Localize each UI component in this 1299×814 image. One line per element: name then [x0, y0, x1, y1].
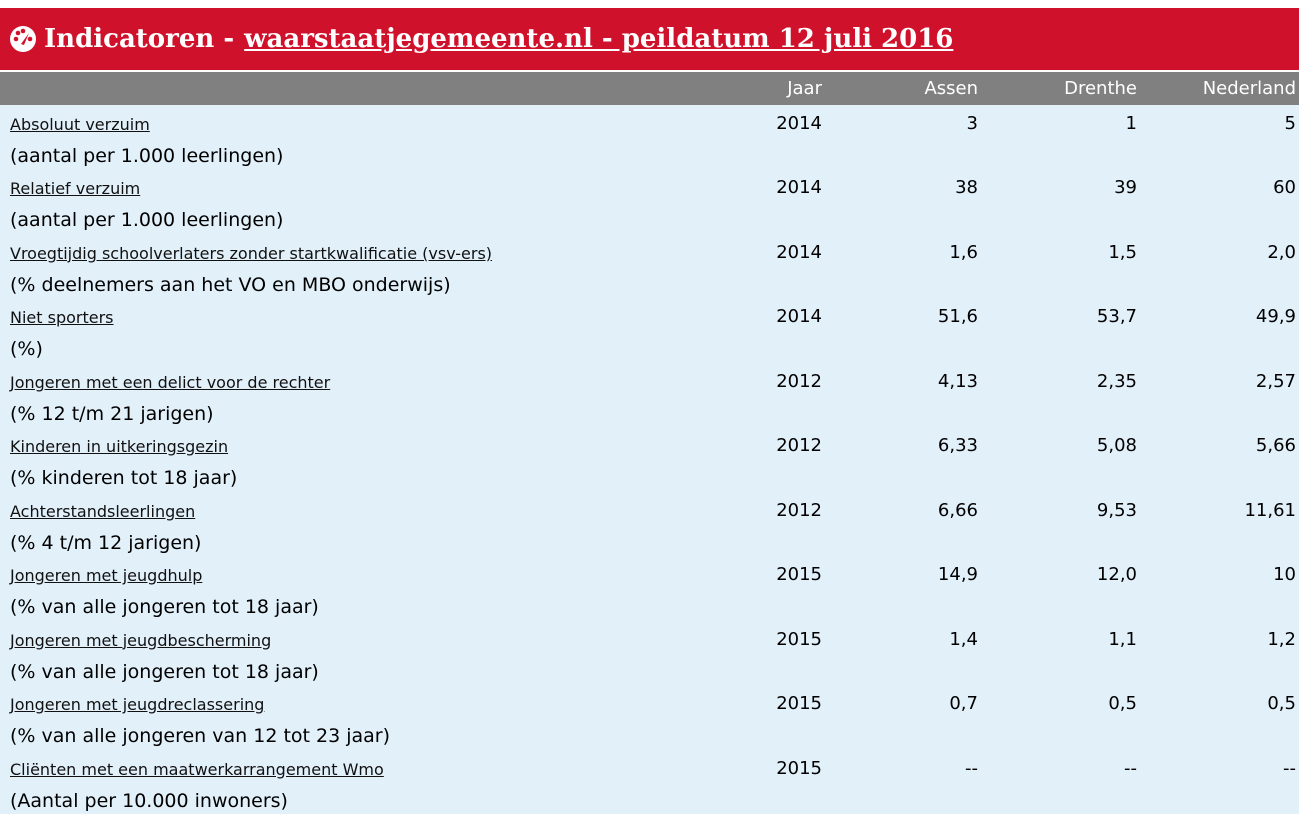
cell-value: 1,5	[1108, 241, 1137, 263]
column-header: Jaar Assen Drenthe Nederland	[0, 72, 1299, 105]
indicator-unit: (aantal per 1.000 leerlingen)	[10, 145, 284, 167]
indicator-link[interactable]: Absoluut verzuim	[10, 115, 150, 134]
indicator-unit: (%)	[10, 338, 43, 361]
cell-value: 0,7	[949, 693, 978, 715]
indicator-unit: (Aantal per 10.000 inwoners)	[10, 789, 288, 812]
cell-value: --	[1283, 757, 1296, 779]
cell-value: 2012	[776, 435, 822, 457]
cell-value: 1,1	[1108, 628, 1137, 650]
cell-value: 51,6	[937, 306, 978, 328]
cell-value: --	[965, 757, 978, 779]
cell-value: 38	[955, 177, 978, 199]
indicator-unit: (% 4 t/m 12 jarigen)	[10, 531, 202, 554]
header-bar: Indicatoren - waarstaatjegemeente.nl - p…	[0, 8, 1299, 70]
cell-value: 6,33	[937, 435, 978, 457]
cell-value: 5,66	[1255, 435, 1296, 457]
indicator-link[interactable]: Jongeren met een delict voor de rechter	[10, 372, 331, 392]
cell-value: --	[1124, 757, 1137, 779]
cell-value: 6,66	[937, 499, 978, 521]
cell-value: 4,13	[937, 370, 978, 392]
indicator-link[interactable]: Vroegtijdig schoolverlaters zonder start…	[10, 243, 493, 263]
cell-value: 2014	[776, 177, 822, 199]
cell-value: 0,5	[1267, 693, 1296, 715]
indicator-unit: (% deelnemers aan het VO en MBO onderwij…	[10, 273, 451, 296]
cell-value: 1,4	[949, 628, 978, 650]
column-label: Assen	[924, 78, 978, 99]
cell-value: 39	[1114, 177, 1137, 199]
indicator-link[interactable]: Jongeren met jeugdreclassering	[10, 695, 265, 715]
cell-value: 49,9	[1255, 306, 1296, 328]
cell-value: 14,9	[937, 564, 978, 586]
cell-value: 2,0	[1267, 241, 1296, 263]
cell-value: 11,61	[1244, 499, 1296, 521]
cell-value: 2015	[776, 628, 822, 650]
cell-value: 3	[966, 113, 978, 134]
cell-value: 2014	[776, 306, 822, 328]
indicator-unit: (% 12 t/m 21 jarigen)	[10, 402, 214, 425]
cell-value: 5	[1284, 113, 1296, 134]
indicator-unit: (aantal per 1.000 leerlingen)	[10, 209, 284, 232]
cell-value: 10	[1273, 564, 1296, 586]
indicator-link[interactable]: Jongeren met jeugdbescherming	[10, 630, 272, 650]
cell-value: 2015	[776, 693, 822, 715]
cell-value: 12,0	[1096, 564, 1137, 586]
cell-value: 53,7	[1096, 306, 1137, 328]
indicator-link[interactable]: Jongeren met jeugdhulp	[10, 566, 203, 586]
indicator-unit: (% kinderen tot 18 jaar)	[10, 467, 238, 490]
indicator-link[interactable]: Niet sporters	[10, 308, 114, 328]
cell-value: 2,35	[1096, 370, 1137, 392]
speed-icon	[10, 26, 36, 52]
column-label: Drenthe	[1064, 78, 1137, 99]
indicator-unit: (% van alle jongeren tot 18 jaar)	[10, 596, 319, 619]
header-title: Indicatoren -	[44, 24, 235, 54]
column-label: Nederland	[1202, 78, 1296, 99]
indicator-link[interactable]: Cliënten met een maatwerkarrangement Wmo	[10, 759, 384, 779]
table-body: Absoluut verzuim (aantal per 1.000 leerli…	[0, 105, 1299, 814]
cell-value: 2,57	[1255, 370, 1296, 392]
header-link[interactable]: waarstaatjegemeente.nl - peildatum 12 ju…	[244, 24, 954, 54]
cell-value: 0,5	[1108, 693, 1137, 715]
cell-value: 9,53	[1096, 499, 1137, 521]
indicator-link[interactable]: Relatief verzuim	[10, 179, 141, 199]
indicator-unit: (% van alle jongeren van 12 tot 23 jaar)	[10, 725, 391, 748]
cell-value: 2014	[776, 241, 822, 263]
cell-value: 2012	[776, 499, 822, 521]
cell-value: 2015	[776, 564, 822, 586]
cell-value: 2015	[776, 757, 822, 779]
cell-value: 1,6	[949, 241, 978, 263]
indicator-unit: (% van alle jongeren tot 18 jaar)	[10, 660, 319, 683]
cell-value: 2014	[776, 113, 822, 134]
column-label: Jaar	[787, 78, 822, 99]
cell-value: 1,2	[1267, 628, 1296, 650]
cell-value: 5,08	[1096, 435, 1137, 457]
indicator-link[interactable]: Achterstandsleerlingen	[10, 501, 196, 521]
cell-value: 60	[1273, 177, 1296, 199]
cell-value: 2012	[776, 370, 822, 392]
cell-value: 1	[1125, 113, 1137, 134]
indicator-link[interactable]: Kinderen in uitkeringsgezin	[10, 437, 229, 457]
